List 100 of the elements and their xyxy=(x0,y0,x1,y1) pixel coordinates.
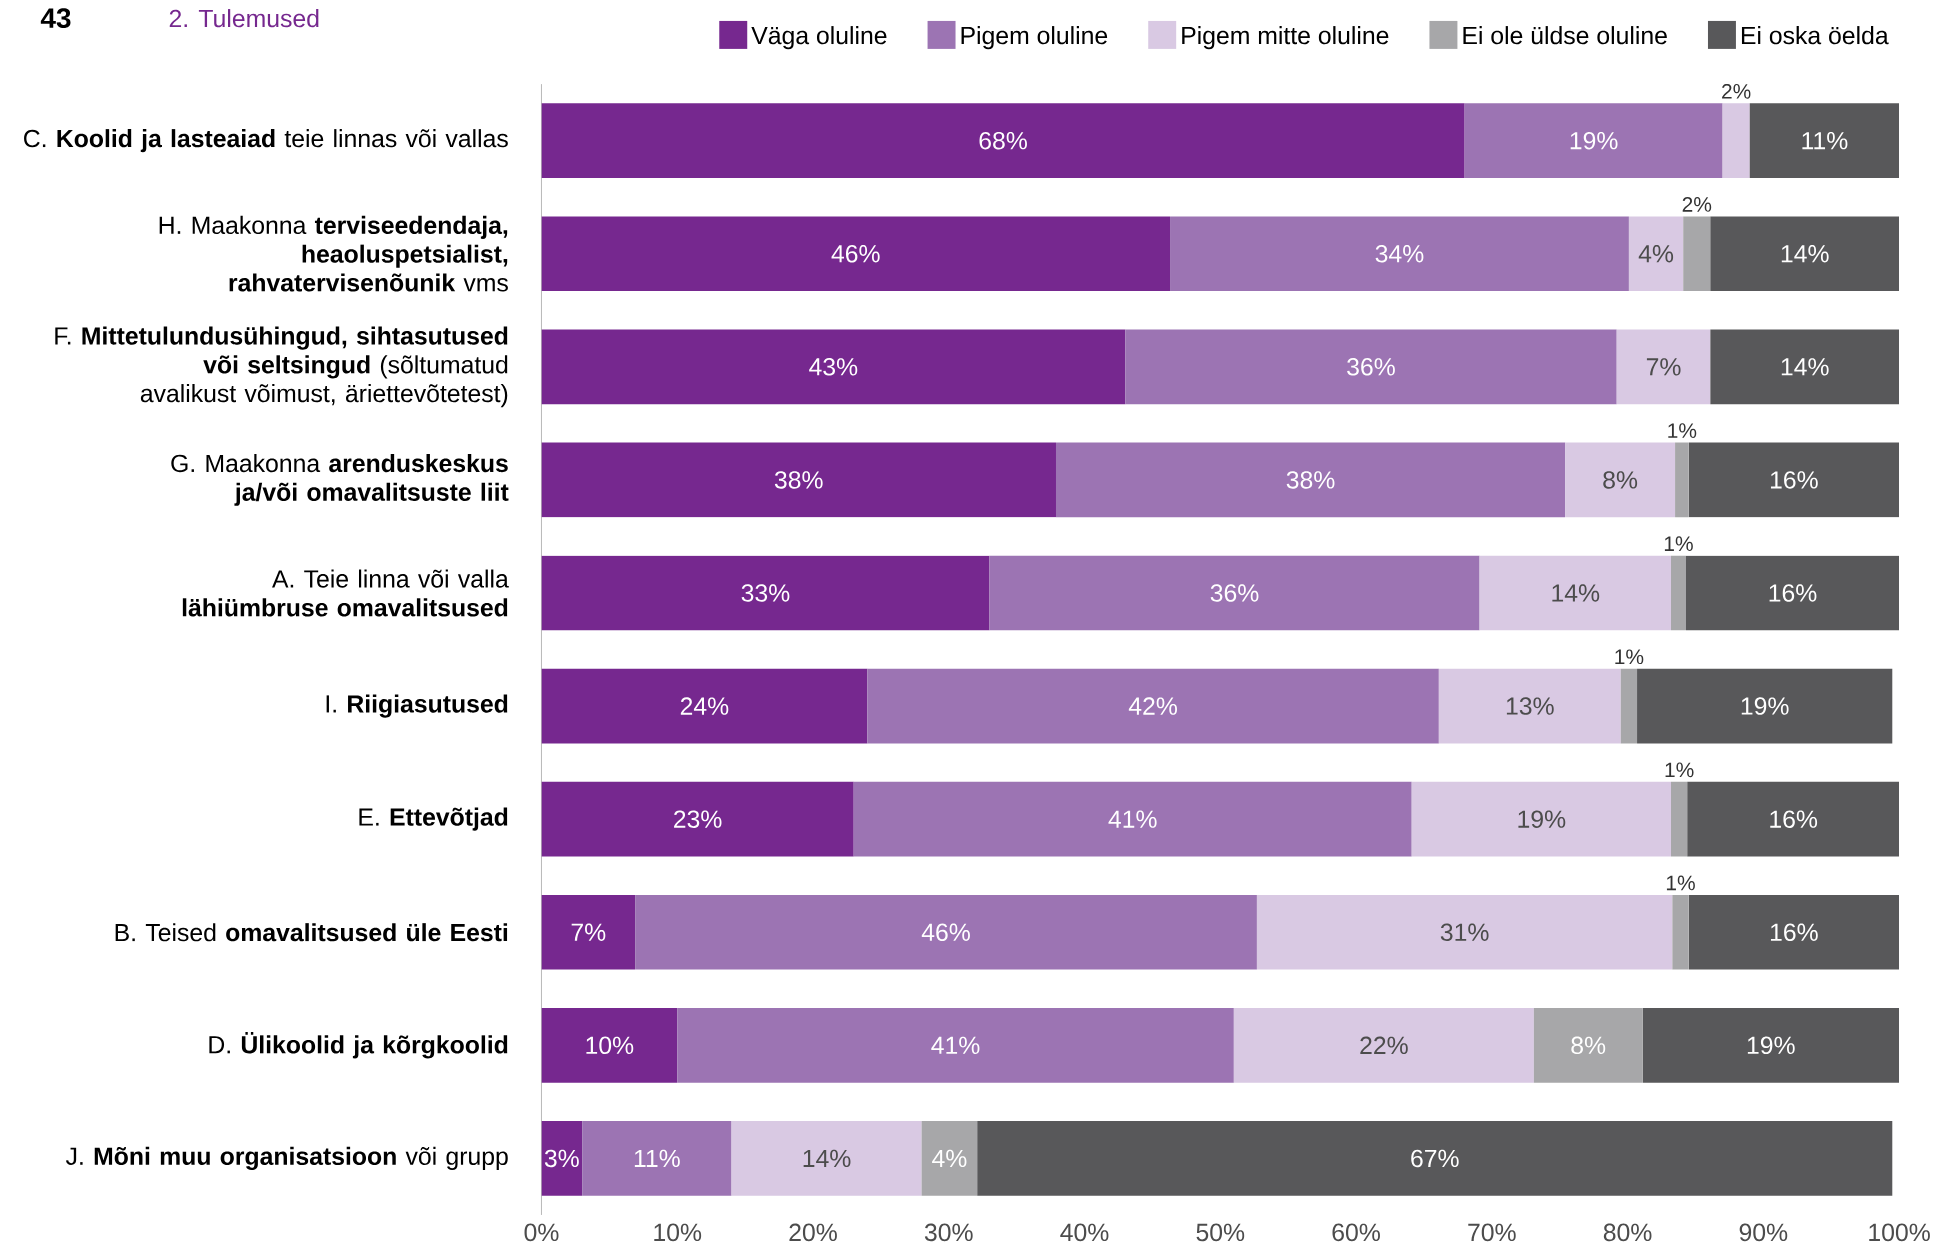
bar xyxy=(1710,329,1900,405)
data-label: 19% xyxy=(1570,131,1618,150)
data-label: 16% xyxy=(1769,584,1817,602)
data-label: 11% xyxy=(634,1149,680,1168)
bar xyxy=(1671,555,1686,631)
data-label: 1% xyxy=(1615,649,1644,665)
x-tick-label: 90% xyxy=(1739,1223,1788,1242)
data-label: 36% xyxy=(1210,584,1259,602)
bar xyxy=(1672,894,1689,970)
data-label: 46% xyxy=(831,245,880,263)
data-label: 41% xyxy=(1108,810,1157,828)
bar xyxy=(541,555,990,631)
data-label: 1% xyxy=(1665,762,1694,778)
y-tick-label: B. Teised omavalitsused üle Eesti xyxy=(115,923,508,942)
bar xyxy=(1749,103,1900,179)
bar xyxy=(1479,555,1671,631)
bar xyxy=(1170,216,1629,292)
bar xyxy=(1687,781,1900,857)
bar xyxy=(541,894,636,970)
data-label: 34% xyxy=(1375,245,1424,263)
bar xyxy=(1256,894,1673,970)
data-label: 11% xyxy=(1802,132,1848,150)
data-label: 19% xyxy=(1518,810,1566,828)
y-tick-label: A. Teie linna või valla lähiümbruse omavalitsused xyxy=(182,569,509,617)
x-tick-label: 80% xyxy=(1603,1223,1652,1242)
data-label: 16% xyxy=(1770,810,1818,828)
bar xyxy=(1671,781,1688,857)
bar xyxy=(1675,442,1689,518)
bar xyxy=(1616,329,1711,405)
y-tick-label: F. Mittetulundusühingud, sihtasutused või seltsingud (sõltumatud avalikust võimust, äriettevõtetest) xyxy=(55,326,508,408)
bar xyxy=(1464,103,1723,179)
bar xyxy=(989,555,1480,631)
bar xyxy=(541,216,1171,292)
bar xyxy=(541,442,1056,518)
bar xyxy=(1411,781,1671,857)
bar xyxy=(1637,668,1893,744)
bar xyxy=(1055,442,1566,518)
x-tick-label: 10% xyxy=(654,1223,702,1242)
data-label: 33% xyxy=(741,584,790,602)
bar xyxy=(541,1121,583,1196)
data-label: 1% xyxy=(1666,875,1695,891)
y-tick-label: D. Ülikoolid ja kõrgkoolid xyxy=(209,1032,508,1059)
bar xyxy=(1688,442,1900,518)
bar xyxy=(541,329,1126,405)
x-tick-label: 70% xyxy=(1468,1223,1516,1242)
y-tick-label: C. Koolid ja lasteaiad teie linnas või vallas xyxy=(24,129,508,153)
data-label: 16% xyxy=(1770,923,1818,942)
data-label: 14% xyxy=(1781,245,1829,263)
data-label: 4% xyxy=(932,1149,967,1168)
legend-label: Pigem oluline xyxy=(961,26,1108,50)
data-label: 43% xyxy=(809,358,858,376)
bar xyxy=(1642,1008,1900,1083)
bar xyxy=(1710,216,1900,292)
x-tick-label: 100% xyxy=(1869,1223,1930,1242)
bar xyxy=(1688,894,1900,970)
y-tick-label: I. Riigiasutused xyxy=(326,694,508,718)
bar xyxy=(1565,442,1676,518)
legend-label: Ei ole üldse oluline xyxy=(1463,26,1667,45)
data-label: 68% xyxy=(979,131,1027,150)
data-label: 38% xyxy=(774,471,823,489)
y-tick-label: E. Ettevõtjad xyxy=(359,807,508,831)
bar xyxy=(1683,216,1711,292)
legend-label: Väga oluline xyxy=(751,26,887,50)
bar xyxy=(1533,1008,1643,1083)
bar xyxy=(1628,216,1684,292)
data-label: 8% xyxy=(1571,1036,1606,1055)
bar xyxy=(867,668,1439,744)
legend-label: Pigem mitte oluline xyxy=(1182,26,1389,50)
data-label: 2% xyxy=(1722,83,1751,99)
data-label: 14% xyxy=(1552,584,1600,602)
data-label: 1% xyxy=(1668,423,1697,438)
data-label: 16% xyxy=(1770,471,1818,489)
bar xyxy=(977,1121,1893,1196)
y-tick-label: H. Maakonna terviseedendaja, heaoluspetsialist, rahvatervisenõunik vms xyxy=(159,215,508,292)
data-label: 7% xyxy=(1646,358,1681,376)
data-label: 14% xyxy=(1781,358,1829,376)
data-label: 23% xyxy=(674,810,722,828)
data-label: 4% xyxy=(1638,245,1674,263)
data-label: 3% xyxy=(544,1149,579,1168)
data-label: 10% xyxy=(586,1036,634,1055)
bar xyxy=(635,894,1257,970)
data-label: 24% xyxy=(680,697,729,715)
bar xyxy=(1685,555,1900,631)
legend-label: Ei oska öelda xyxy=(1741,26,1889,45)
data-label: 1% xyxy=(1664,536,1693,552)
x-tick-label: 40% xyxy=(1060,1223,1109,1242)
data-label: 19% xyxy=(1741,697,1789,715)
data-label: 19% xyxy=(1747,1036,1795,1055)
bar xyxy=(541,781,854,857)
x-tick-label: 50% xyxy=(1196,1223,1245,1242)
bar xyxy=(541,1008,678,1083)
data-label: 13% xyxy=(1506,697,1554,715)
data-label: 36% xyxy=(1347,358,1395,376)
bar xyxy=(1722,103,1750,179)
bar xyxy=(731,1121,922,1196)
text: 2. Tulemused xyxy=(169,9,319,28)
y-tick-label: J. Mõni muu organisatsioon või grupp xyxy=(65,1146,508,1171)
bar xyxy=(677,1008,1234,1083)
data-label: 2% xyxy=(1682,197,1712,212)
text: 43 xyxy=(40,8,71,29)
